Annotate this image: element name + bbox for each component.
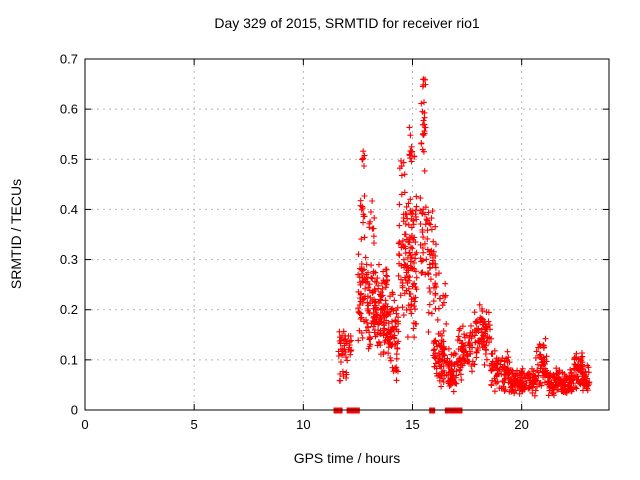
y-tick-label: 0.3 [60,252,78,267]
y-tick-label: 0.1 [60,352,78,367]
x-tick-label: 15 [405,417,419,432]
x-tick-label: 20 [514,417,528,432]
gridlines [85,59,609,410]
x-tick-label: 10 [296,417,310,432]
y-tick-label: 0.6 [60,102,78,117]
scatter-markers [335,76,593,399]
x-tick-label: 0 [81,417,88,432]
y-tick-label: 0.5 [60,152,78,167]
y-tick-label: 0.7 [60,52,78,67]
x-axis-label: GPS time / hours [294,450,401,466]
y-tick-label: 0 [71,403,78,418]
data-points [335,76,593,399]
tick-labels: 0 5 10 15 20 0 0.1 0.2 0.3 0.4 0.5 0.6 0.7 [60,52,529,433]
plot-border [84,58,610,411]
y-axis-label: SRMTID / TECUs [8,179,24,289]
x-tick-label: 5 [191,417,198,432]
chart-title: Day 329 of 2015, SRMTID for receiver rio… [214,15,480,31]
y-tick-label: 0.2 [60,302,78,317]
y-tick-label: 0.4 [60,202,78,217]
